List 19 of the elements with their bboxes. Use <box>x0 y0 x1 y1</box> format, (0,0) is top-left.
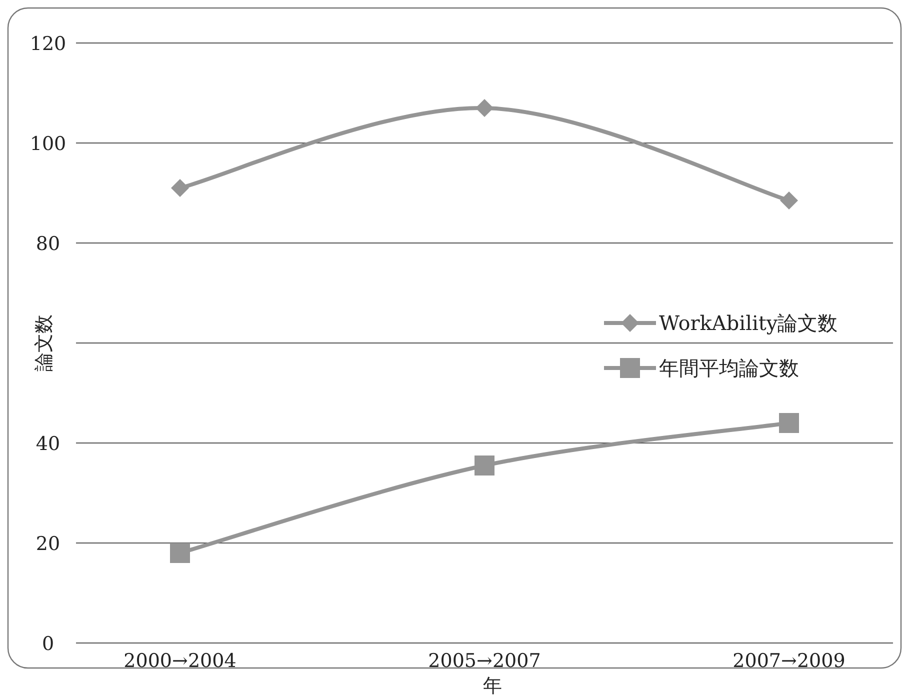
x-axis-title: 年 <box>483 675 502 697</box>
y-tick-label: 20 <box>36 533 60 555</box>
x-tick-label: 2005→2007 <box>428 650 541 672</box>
y-tick-label: 0 <box>42 633 54 655</box>
point <box>779 413 799 433</box>
point <box>171 179 189 197</box>
x-tick-label: 2000→2004 <box>124 650 236 672</box>
y-tick-label: 80 <box>36 233 60 255</box>
x-tick-label: 2007→2009 <box>732 650 846 672</box>
y-axis-title: 論文数 <box>33 314 55 372</box>
point <box>170 543 190 563</box>
point <box>474 456 494 476</box>
y-tick-label: 120 <box>30 33 66 55</box>
point <box>780 192 798 210</box>
y-tick-label: 40 <box>36 433 60 455</box>
y-tick-label: 100 <box>30 133 66 155</box>
legend-label: WorkAbility論文数 <box>659 311 838 335</box>
legend-label: 年間平均論文数 <box>659 356 799 380</box>
point <box>476 99 494 117</box>
